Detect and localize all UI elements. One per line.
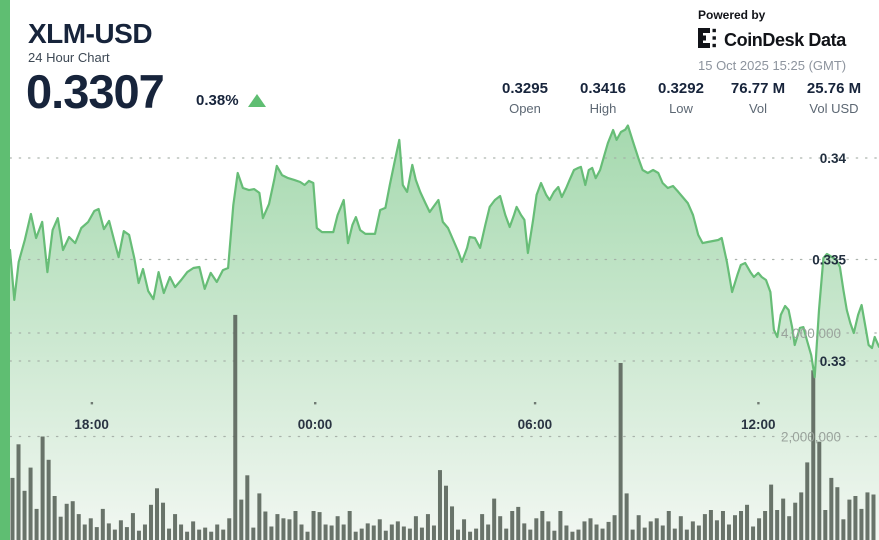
stat-volume-value: 76.77 M — [730, 80, 786, 97]
stat-low-label: Low — [669, 101, 693, 116]
stat-open: 0.3295 Open — [486, 80, 564, 116]
stat-high-value: 0.3416 — [580, 80, 626, 97]
brand-name: CoinDesk Data — [724, 30, 846, 50]
svg-text:0.33: 0.33 — [820, 354, 847, 369]
coindesk-logo-icon — [698, 28, 718, 53]
powered-by-block: Powered by CoinDesk Data 15 Oct 2025 15:… — [698, 8, 868, 73]
stat-volume-usd-label: Vol USD — [809, 101, 859, 116]
stat-volume-usd: 25.76 M Vol USD — [796, 80, 872, 116]
up-arrow-icon — [247, 94, 266, 107]
price-change: 0.38% — [196, 92, 266, 109]
stat-volume: 76.77 M Vol — [720, 80, 796, 116]
ohlcv-stats-row: 0.3295 Open 0.3416 High 0.3292 Low 76.77… — [486, 80, 872, 116]
svg-text:18:00: 18:00 — [74, 417, 109, 432]
change-percent: 0.38% — [196, 92, 239, 109]
stat-open-label: Open — [509, 101, 541, 116]
stat-volume-label: Vol — [748, 101, 768, 116]
timestamp: 15 Oct 2025 15:25 (GMT) — [698, 58, 847, 73]
stat-high: 0.3416 High — [564, 80, 642, 116]
powered-by-label: Powered by — [698, 8, 766, 22]
chart-subtitle: 24 Hour Chart — [28, 50, 110, 65]
svg-text:2,000,000: 2,000,000 — [781, 430, 841, 445]
stat-volume-usd-value: 25.76 M — [806, 80, 862, 97]
svg-text:0.34: 0.34 — [820, 151, 847, 166]
stat-high-label: High — [589, 101, 617, 116]
coindesk-brand[interactable]: CoinDesk Data — [698, 28, 868, 53]
svg-text:4,000,000: 4,000,000 — [781, 326, 841, 341]
current-price: 0.3307 — [26, 65, 165, 118]
svg-text:12:00: 12:00 — [741, 417, 776, 432]
stat-low: 0.3292 Low — [642, 80, 720, 116]
svg-text:06:00: 06:00 — [518, 417, 553, 432]
page-title: XLM-USD — [28, 18, 153, 49]
accent-bar — [0, 0, 10, 540]
stat-low-value: 0.3292 — [658, 80, 704, 97]
svg-text:00:00: 00:00 — [298, 417, 333, 432]
svg-text:0.335: 0.335 — [812, 253, 846, 268]
stat-open-value: 0.3295 — [502, 80, 548, 97]
